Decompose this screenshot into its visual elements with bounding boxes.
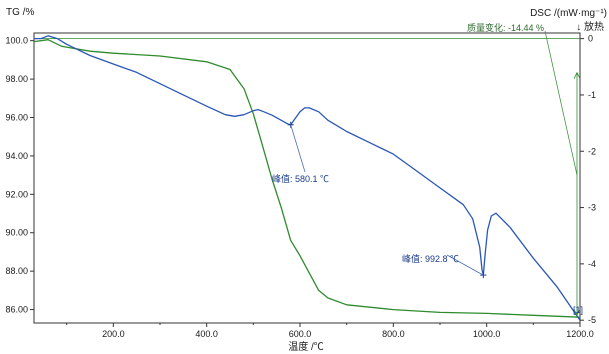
- left-y-tick-label: 96.00: [5, 113, 28, 123]
- left-y-tick-label: 98.00: [5, 74, 28, 84]
- mass-change-annotation: 质量变化: -14.44 %: [467, 22, 544, 33]
- peak-annotation-992: 峰值: 992.8 ℃: [402, 253, 459, 264]
- right-y-axis-ticks: 0 -1 -2 -3 -4 -5: [580, 34, 596, 325]
- right-y-tick-label: -2: [588, 146, 596, 156]
- peak-leader-line: [290, 124, 306, 173]
- right-y-tick-label: -5: [588, 315, 596, 325]
- right-y-tick-label: -1: [588, 90, 596, 100]
- mass-change-arrow-head-top: [573, 71, 581, 79]
- series-layer: [33, 35, 581, 321]
- peak-leader-line: [446, 254, 484, 276]
- left-y-tick-label: 90.00: [5, 228, 28, 238]
- right-y-tick-label: -3: [588, 203, 596, 213]
- mass-change-arrow: [544, 30, 581, 317]
- x-tick-label: 400.0: [195, 329, 218, 339]
- mass-change-arrow-head-bottom: [573, 309, 581, 317]
- left-y-tick-label: 92.00: [5, 189, 28, 199]
- left-y-axis-ticks: 100.0 98.00 96.00 94.00 92.00 90.00 88.00 86.00: [5, 36, 34, 315]
- curve-marker-label: [1]: [573, 305, 583, 315]
- x-tick-label: 600.0: [289, 329, 312, 339]
- x-tick-label: 200.0: [102, 329, 125, 339]
- peak-annotation-580: 峰值: 580.1 ℃: [272, 173, 329, 184]
- right-y-tick-label: 0: [588, 34, 593, 44]
- plot-area: [33, 32, 581, 324]
- x-tick-label: 800.0: [382, 329, 405, 339]
- left-y-tick-label: 94.00: [5, 151, 28, 161]
- left-y-axis-title: TG /%: [6, 7, 34, 18]
- left-y-tick-label: 100.0: [5, 36, 28, 46]
- x-axis-ticks: 200.0 400.0 600.0 800.0 1000.0 1200.0: [66, 323, 594, 339]
- x-tick-label: 1200.0: [566, 329, 594, 339]
- tg-curve: [33, 39, 581, 318]
- dsc-curve: [34, 35, 581, 321]
- x-tick-label: 1000.0: [473, 329, 501, 339]
- exotherm-direction-label: ↓ 放热: [576, 20, 604, 33]
- right-y-tick-label: -4: [588, 259, 596, 269]
- right-y-axis-title: DSC /(mW·mg⁻¹): [530, 8, 607, 19]
- mass-change-leader-line: [544, 30, 578, 176]
- left-y-tick-label: 88.00: [5, 266, 28, 276]
- x-axis-title: 温度 /℃: [288, 340, 324, 353]
- left-y-tick-label: 86.00: [5, 305, 28, 315]
